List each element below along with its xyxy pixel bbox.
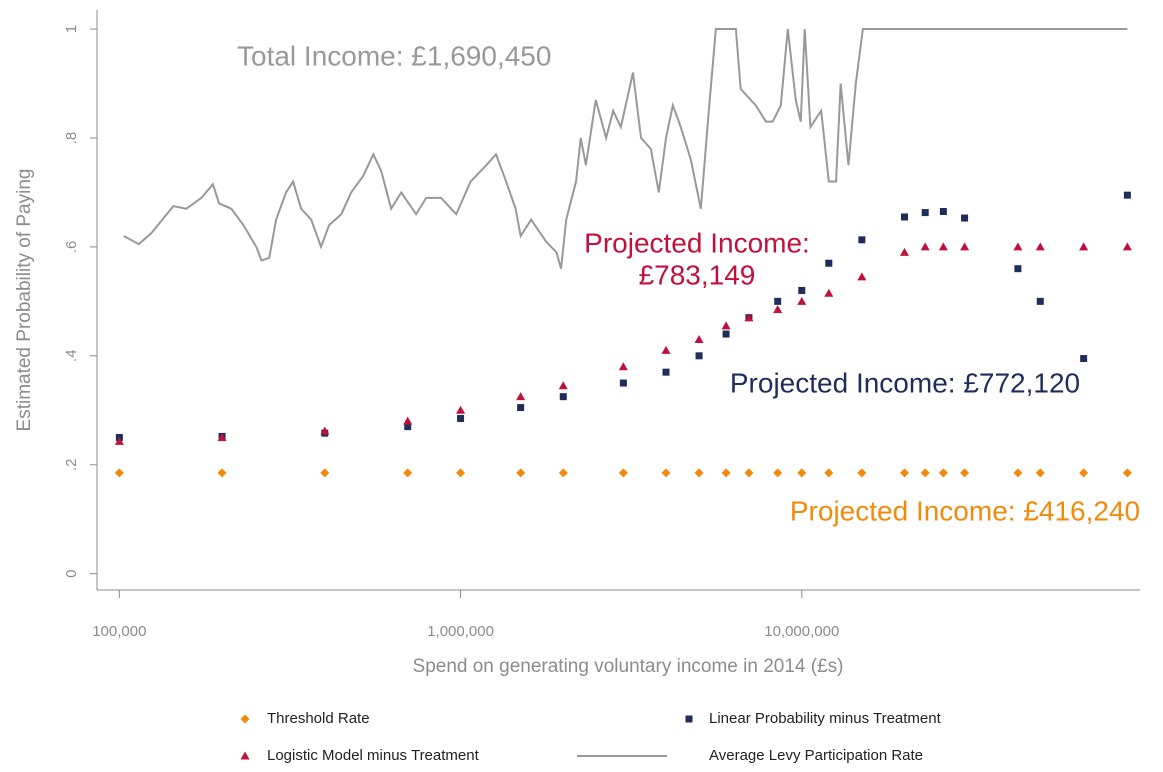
point <box>744 468 754 478</box>
point <box>619 379 627 387</box>
point <box>797 468 807 478</box>
point <box>516 468 526 478</box>
point <box>661 345 671 354</box>
annotation: Projected Income: <box>584 227 810 258</box>
point <box>824 288 834 297</box>
point <box>824 468 834 478</box>
y-tick-label: .8 <box>63 132 80 145</box>
point <box>938 468 948 478</box>
legend-label: Average Levy Participation Rate <box>709 747 923 764</box>
annotation: Projected Income: £772,120 <box>730 367 1080 398</box>
point <box>721 468 731 478</box>
point <box>694 468 704 478</box>
point <box>217 468 227 478</box>
legend-label: Threshold Rate <box>267 710 370 727</box>
point <box>695 352 703 360</box>
point <box>961 214 969 222</box>
point <box>320 468 330 478</box>
x-axis-title: Spend on generating voluntary income in … <box>413 656 844 677</box>
point <box>662 368 670 376</box>
x-tick-label: 10,000,000 <box>764 623 839 640</box>
point <box>960 468 970 478</box>
point <box>456 405 466 414</box>
point <box>320 426 330 435</box>
point <box>825 259 833 267</box>
point <box>920 468 930 478</box>
point <box>722 330 730 338</box>
point <box>1035 242 1045 251</box>
point <box>1123 191 1131 199</box>
point <box>721 321 731 330</box>
point <box>939 208 947 216</box>
legend-swatch <box>685 715 693 723</box>
point <box>773 468 783 478</box>
point <box>457 414 465 422</box>
legend-swatch <box>240 751 250 760</box>
point <box>661 468 671 478</box>
point <box>1079 468 1089 478</box>
y-tick-label: .6 <box>63 241 80 254</box>
point <box>558 468 568 478</box>
point <box>217 433 227 442</box>
point <box>1036 297 1044 305</box>
point <box>114 436 124 445</box>
point <box>938 242 948 251</box>
point <box>798 286 806 294</box>
point <box>1079 242 1089 251</box>
y-tick-label: .2 <box>63 458 80 471</box>
legend-swatch <box>240 714 250 724</box>
point <box>1122 242 1132 251</box>
point <box>403 416 413 425</box>
point <box>899 247 909 256</box>
annotation: Total Income: £1,690,450 <box>237 40 551 71</box>
point <box>1122 468 1132 478</box>
point <box>857 272 867 281</box>
point <box>114 468 124 478</box>
point <box>920 242 930 251</box>
point <box>858 236 866 244</box>
y-tick-label: 0 <box>63 569 80 577</box>
point <box>1080 355 1088 363</box>
point <box>403 468 413 478</box>
point <box>899 468 909 478</box>
point <box>921 209 929 217</box>
point <box>960 242 970 251</box>
point <box>900 213 908 221</box>
point <box>404 423 412 431</box>
x-tick-label: 100,000 <box>92 623 146 640</box>
y-tick-label: 1 <box>63 25 80 33</box>
point <box>774 297 782 305</box>
y-axis-title: Estimated Probability of Paying <box>14 169 35 432</box>
annotation: Projected Income: £416,240 <box>790 495 1140 526</box>
point <box>618 468 628 478</box>
point <box>694 334 704 343</box>
point <box>1013 242 1023 251</box>
point <box>517 404 525 412</box>
legend-label: Linear Probability minus Treatment <box>709 710 942 727</box>
point <box>744 313 754 322</box>
series-line <box>123 28 1128 269</box>
legend-label: Logistic Model minus Treatment <box>267 747 480 764</box>
x-tick-label: 1,000,000 <box>427 623 494 640</box>
point <box>797 296 807 305</box>
annotation: £783,149 <box>639 259 756 290</box>
y-tick-label: .4 <box>63 350 80 363</box>
point <box>773 305 783 314</box>
point <box>558 381 568 390</box>
point <box>516 392 526 401</box>
point <box>857 468 867 478</box>
point <box>559 393 567 401</box>
point <box>1013 468 1023 478</box>
point <box>618 362 628 371</box>
point <box>456 468 466 478</box>
point <box>1014 265 1022 273</box>
point <box>1035 468 1045 478</box>
